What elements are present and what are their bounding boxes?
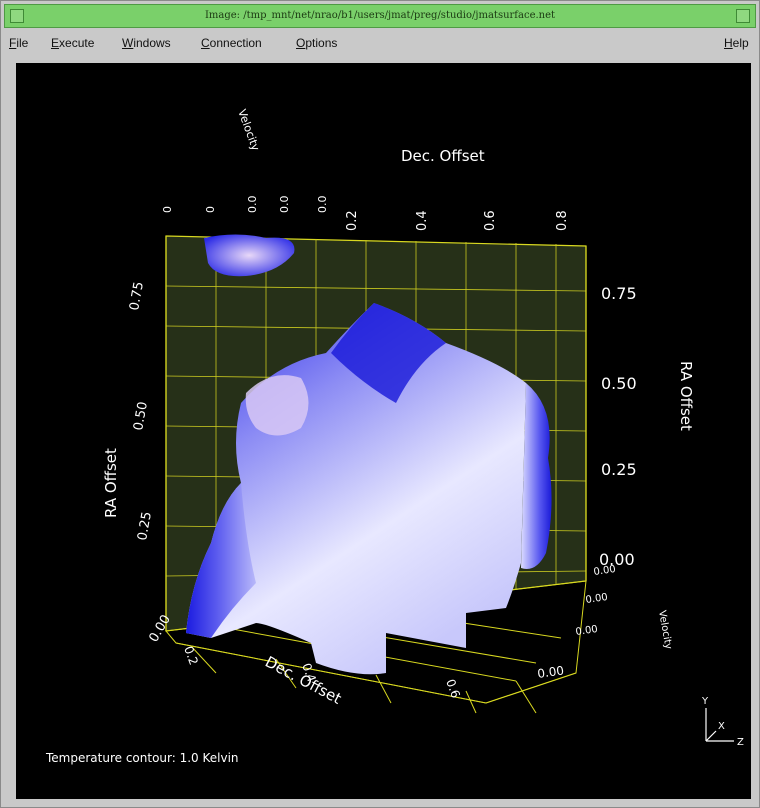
contour-status-label: Temperature contour: 1.0 Kelvin bbox=[46, 751, 239, 765]
right-tick-2: 0.50 bbox=[601, 374, 637, 393]
top-axis-title: Dec. Offset bbox=[401, 147, 485, 165]
surface-highlight bbox=[245, 375, 309, 436]
menu-execute[interactable]: Execute bbox=[51, 36, 95, 50]
menu-file[interactable]: File bbox=[9, 36, 29, 50]
menu-windows[interactable]: Windows bbox=[122, 36, 171, 50]
menu-options[interactable]: Options bbox=[296, 36, 338, 50]
render-viewport[interactable]: Dec. Offset Velocity 0.2 0.4 0.6 0.8 0 0… bbox=[16, 63, 751, 799]
surface-right-lobe bbox=[521, 383, 552, 569]
depth-tick-4: 0.00 bbox=[536, 663, 564, 681]
window-menu-button[interactable] bbox=[10, 9, 24, 23]
top-left-tick-1: 0 bbox=[161, 206, 174, 213]
triad-z-label: Z bbox=[737, 737, 744, 748]
right-tick-4: 0.00 bbox=[599, 550, 635, 569]
top-tick-1: 0.2 bbox=[345, 210, 360, 231]
menu-connection[interactable]: Connection bbox=[201, 36, 262, 50]
bottom-tick-2: 0.4 bbox=[299, 661, 319, 684]
top-tick-4: 0.8 bbox=[555, 210, 570, 231]
top-left-tick-3: 0.0 bbox=[246, 196, 259, 214]
menu-help[interactable]: Help bbox=[724, 36, 749, 50]
triad-x-label: X bbox=[718, 721, 725, 732]
right-tick-3: 0.25 bbox=[601, 460, 637, 479]
right-axis-title: RA Offset bbox=[677, 361, 695, 431]
triad-y-label: Y bbox=[701, 696, 709, 707]
menu-bar: File Execute Windows Connection Options … bbox=[4, 30, 756, 58]
top-left-tick-5: 0.0 bbox=[316, 196, 329, 214]
top-left-tick-4: 0.0 bbox=[278, 196, 291, 214]
right-tick-1: 0.75 bbox=[601, 284, 637, 303]
surface-left-lobe bbox=[186, 483, 256, 638]
left-tick-1: 0.75 bbox=[127, 281, 147, 312]
surface-shadow bbox=[331, 303, 446, 403]
maximize-button[interactable] bbox=[736, 9, 750, 23]
depth-axis-title: Velocity bbox=[656, 610, 674, 651]
window-title: Image: /tmp_mnt/net/nrao/b1/users/jmat/p… bbox=[204, 10, 556, 21]
left-tick-2: 0.50 bbox=[131, 401, 151, 432]
bottom-tick-1: 0.2 bbox=[181, 644, 201, 667]
depth-tick-2: 0.00 bbox=[585, 592, 609, 606]
top-left-axis-title: Velocity bbox=[235, 108, 262, 153]
top-tick-3: 0.6 bbox=[483, 210, 498, 231]
surface-blob-top bbox=[204, 234, 295, 277]
surface-plot: Dec. Offset Velocity 0.2 0.4 0.6 0.8 0 0… bbox=[102, 108, 744, 748]
depth-tick-3: 0.00 bbox=[575, 624, 599, 638]
orientation-triad-icon bbox=[705, 708, 734, 742]
left-tick-3: 0.25 bbox=[135, 511, 155, 542]
bottom-tick-3: 0.6 bbox=[443, 677, 463, 700]
top-tick-2: 0.4 bbox=[415, 210, 430, 231]
left-axis-title: RA Offset bbox=[102, 448, 120, 518]
top-left-tick-2: 0 bbox=[204, 206, 217, 213]
depth-tick-1: 0.00 bbox=[593, 564, 617, 578]
title-bar[interactable]: Image: /tmp_mnt/net/nrao/b1/users/jmat/p… bbox=[4, 4, 756, 28]
